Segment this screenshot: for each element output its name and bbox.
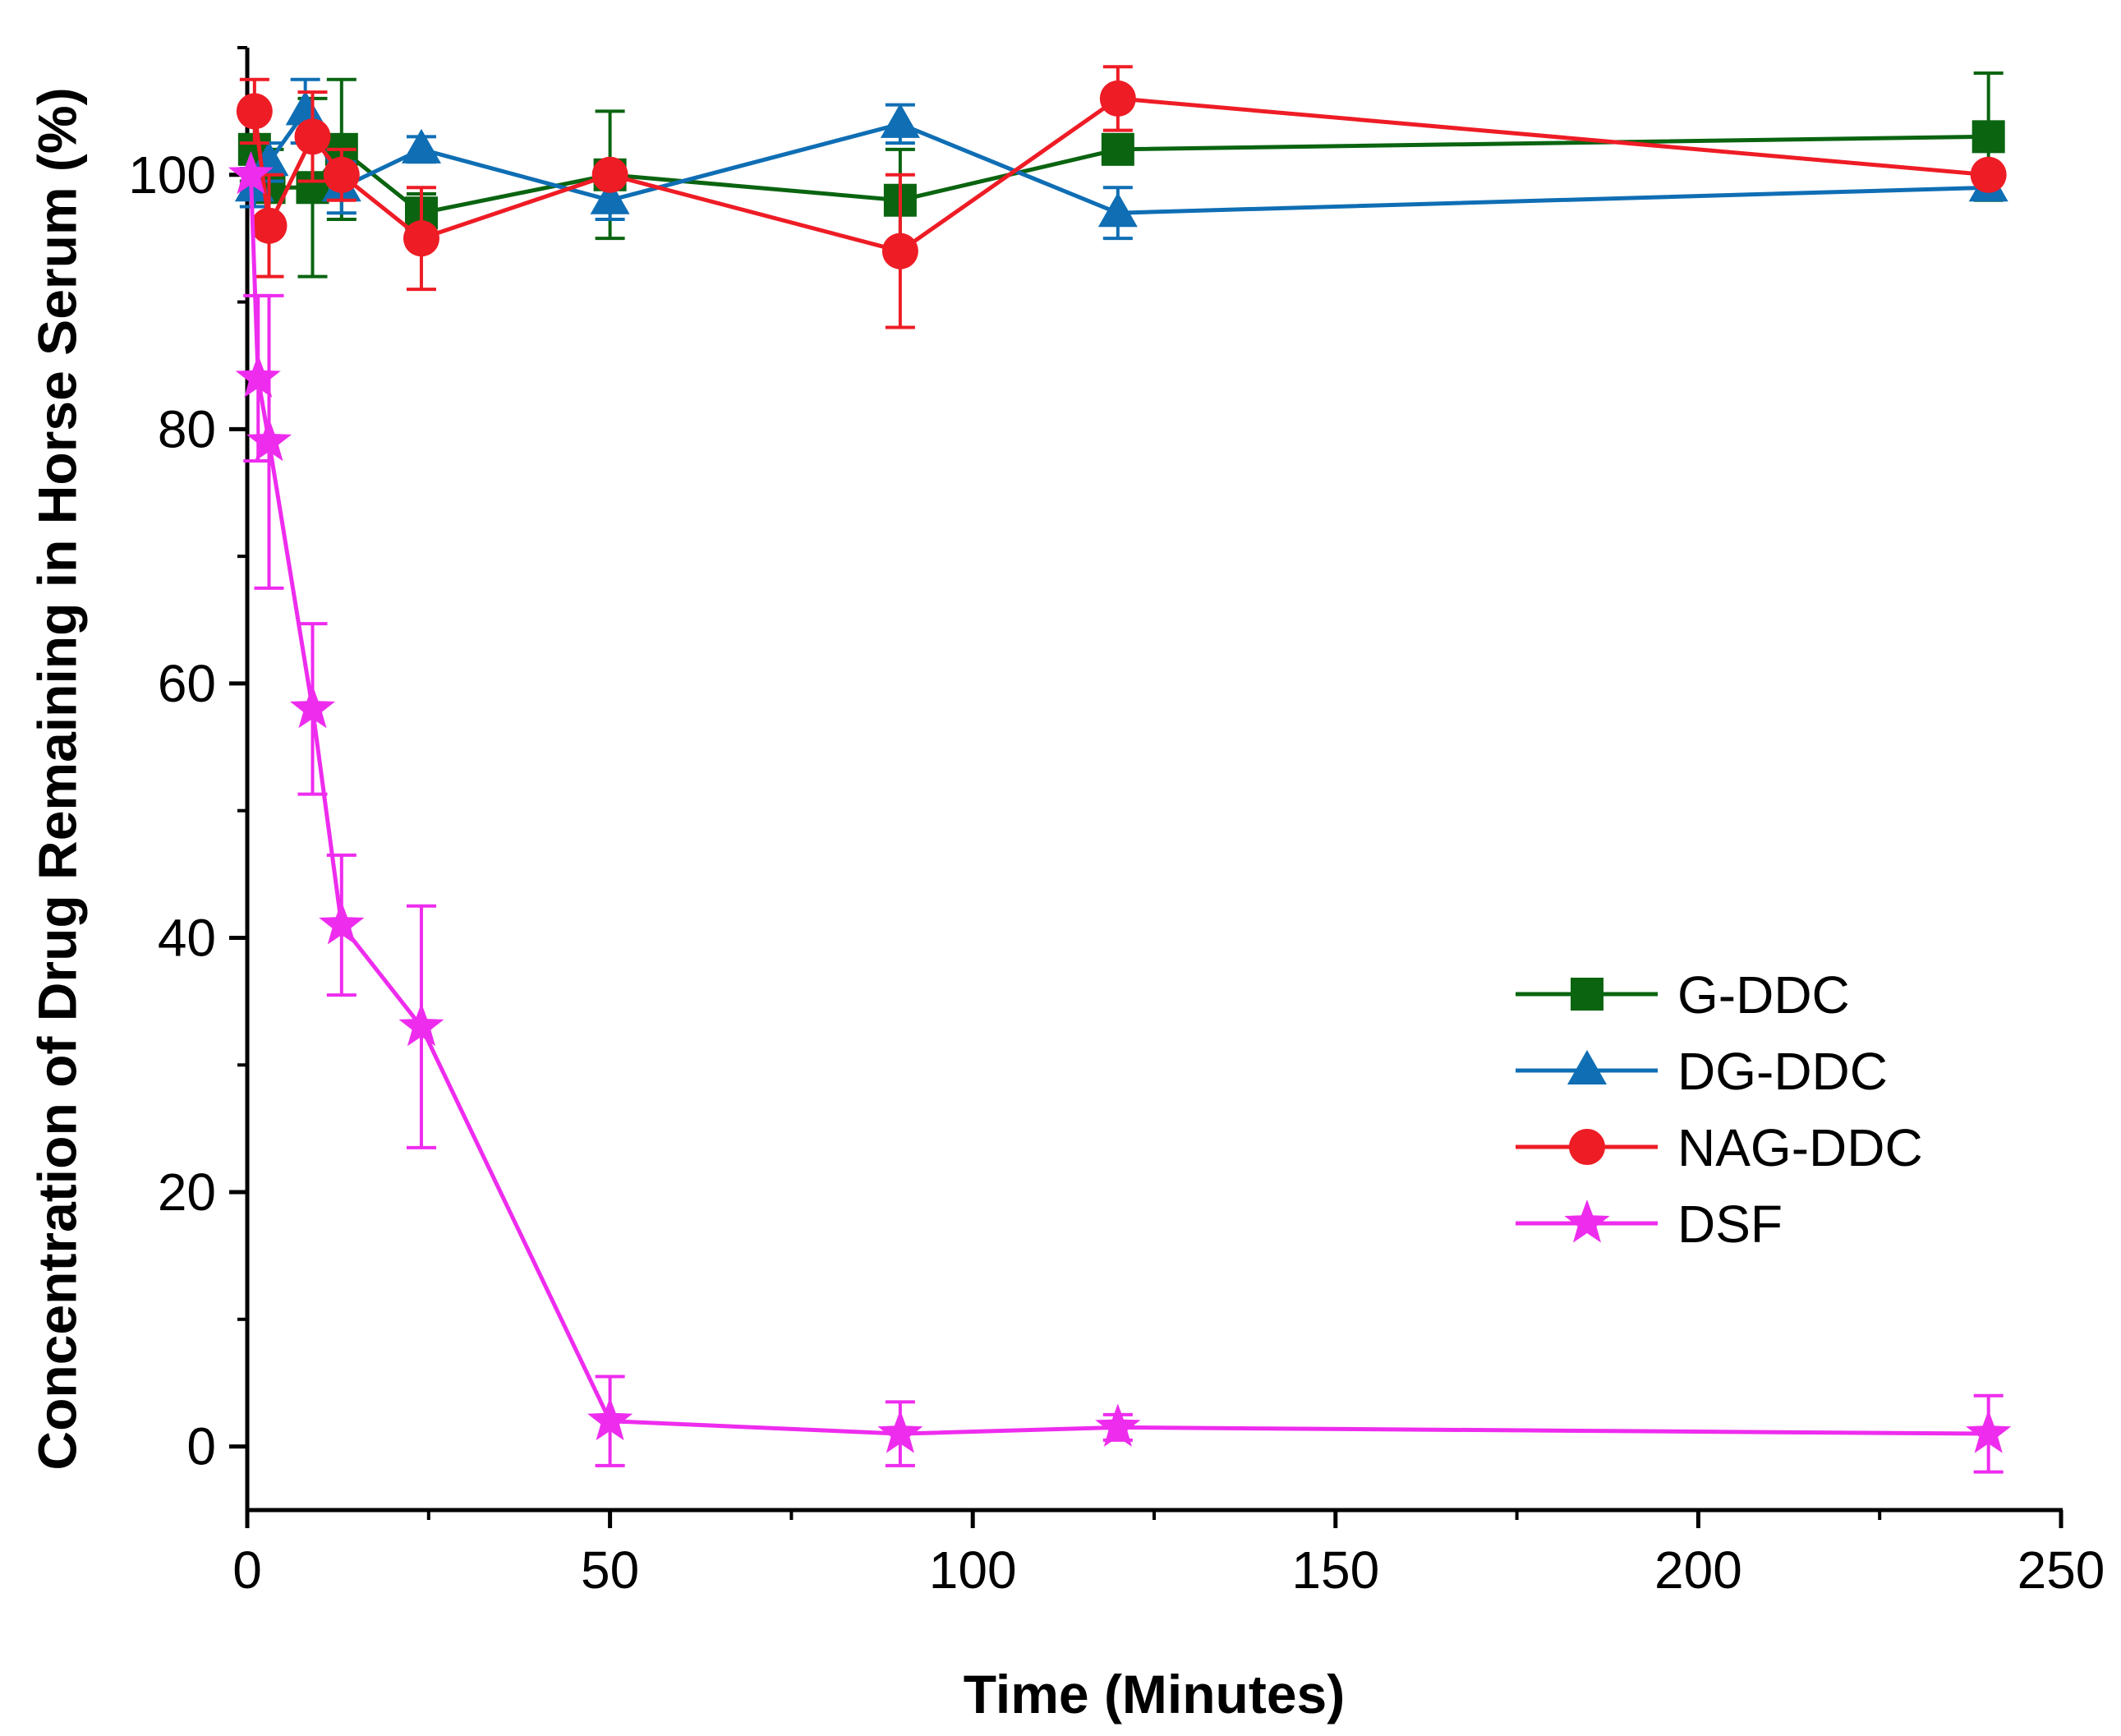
data-point: [880, 103, 920, 138]
data-point: [403, 220, 439, 257]
legend-label: G-DDC: [1677, 965, 1850, 1025]
data-point: [1101, 132, 1134, 166]
data-point: [590, 179, 630, 214]
x-tick-label: 150: [1291, 1540, 1379, 1600]
legend-marker: [1567, 1050, 1607, 1084]
data-point: [881, 233, 918, 269]
series-nag-ddc: [236, 65, 2007, 329]
x-tick-label: 250: [2017, 1540, 2105, 1600]
legend-label: DG-DDC: [1677, 1042, 1888, 1101]
data-point: [236, 93, 273, 130]
data-point: [289, 684, 336, 729]
legend-item-dsf: DSF: [1516, 1195, 1783, 1254]
legend-item-g-ddc: G-DDC: [1516, 965, 1850, 1025]
legend-marker: [1564, 1200, 1610, 1243]
data-point: [1966, 1410, 2012, 1453]
series-dsf: [228, 150, 2012, 1474]
data-point: [401, 128, 441, 163]
legend-item-nag-ddc: NAG-DDC: [1516, 1118, 1923, 1177]
y-tick-label: 40: [158, 908, 216, 967]
series-layer: [228, 65, 2012, 1474]
data-point: [1099, 80, 1136, 117]
data-point: [235, 354, 281, 398]
data-point: [323, 156, 360, 193]
x-tick-label: 200: [1654, 1540, 1742, 1600]
data-point: [398, 1002, 444, 1047]
legend-marker: [1569, 1129, 1605, 1165]
data-point: [1970, 156, 2007, 193]
data-point: [1095, 1403, 1141, 1447]
y-axis-title: Concentration of Drug Remaining in Horse…: [26, 87, 87, 1470]
data-point: [228, 150, 274, 195]
y-tick-label: 60: [158, 654, 216, 713]
data-point: [877, 1410, 923, 1453]
x-axis-title: Time (Minutes): [964, 1664, 1345, 1724]
data-point: [1971, 120, 2005, 154]
y-tick-label: 0: [186, 1417, 216, 1476]
data-point: [251, 207, 288, 244]
data-point: [294, 118, 331, 155]
legend: G-DDC DG-DDC NAG-DDC DSF: [1516, 965, 1923, 1254]
data-point: [319, 901, 365, 945]
data-point: [1097, 192, 1138, 228]
data-point: [591, 156, 628, 193]
x-tick-label: 50: [581, 1540, 639, 1600]
legend-item-dg-ddc: DG-DDC: [1516, 1042, 1888, 1101]
legend-label: DSF: [1677, 1195, 1783, 1254]
x-tick-label: 0: [232, 1540, 262, 1600]
x-tick-label: 100: [929, 1540, 1017, 1600]
data-point: [285, 90, 325, 126]
y-tick-label: 20: [158, 1163, 216, 1222]
data-point: [246, 417, 292, 462]
legend-marker: [1571, 978, 1603, 1011]
axes: 0 50 100 150 200 250 0 20 40 60 80 100: [128, 46, 2105, 1600]
data-point: [587, 1397, 633, 1441]
series-line: [248, 174, 1989, 1436]
legend-label: NAG-DDC: [1677, 1118, 1923, 1177]
y-tick-label: 100: [128, 145, 216, 205]
y-tick-label: 80: [158, 399, 216, 458]
